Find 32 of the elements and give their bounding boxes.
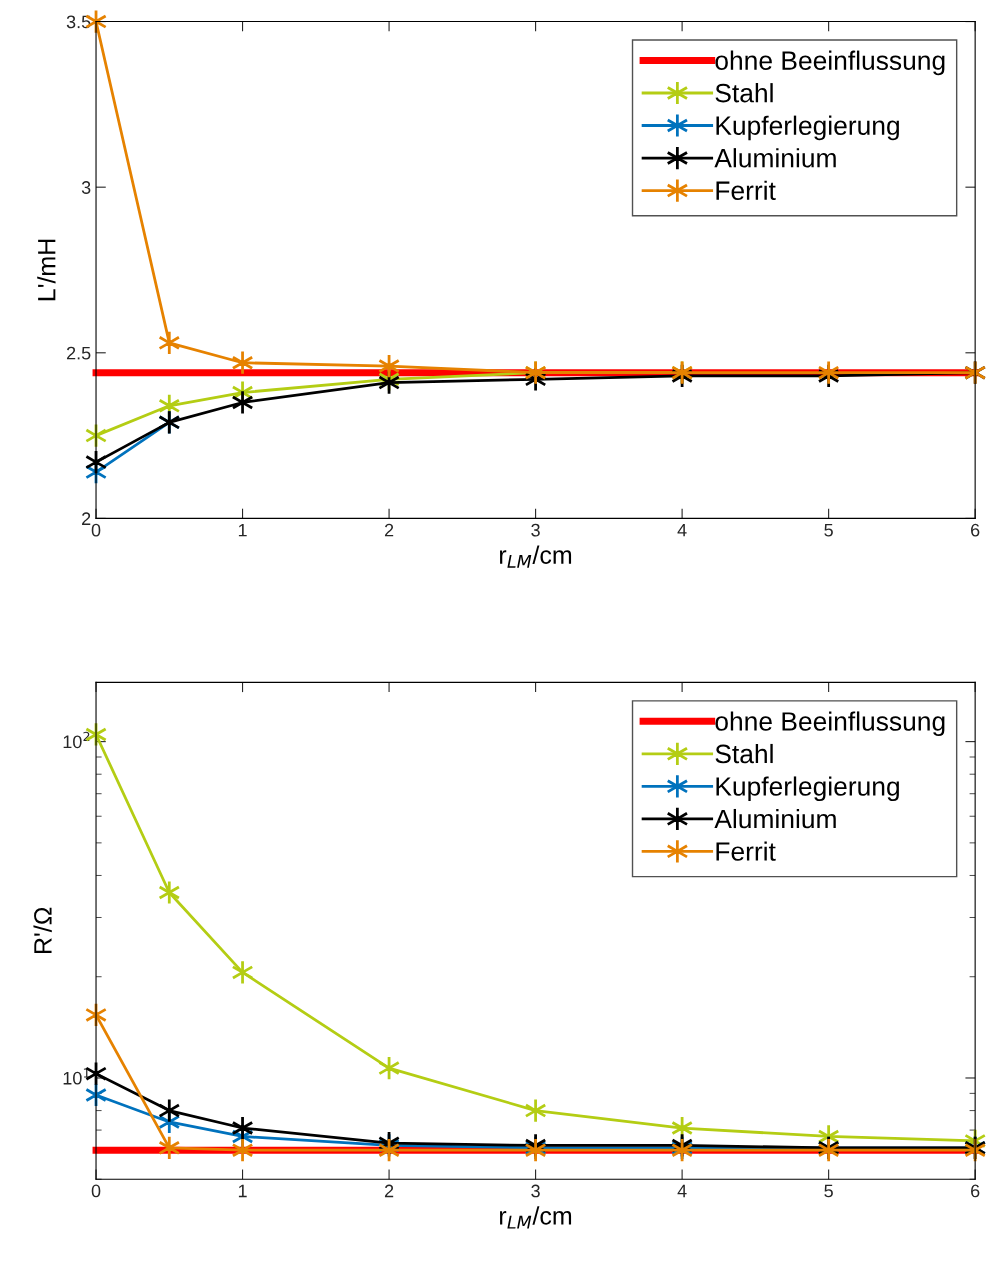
- legend-label: ohne Beeinflussung: [715, 711, 945, 737]
- x-tick-label: 6: [971, 1184, 980, 1198]
- x-tick-label: 0: [91, 1184, 101, 1198]
- x-tick-label: 6: [971, 523, 980, 537]
- legend-label: Kupferlegierung: [716, 776, 899, 802]
- x-tick-label: 5: [824, 523, 833, 537]
- legend-label: Ferrit: [716, 841, 776, 861]
- legend-label: ohne Beeinflussung: [715, 50, 945, 76]
- x-tick-label: 4: [677, 523, 687, 537]
- x-axis-title: r$_{LM}$/cm: [500, 545, 572, 568]
- x-tick-label: 3: [531, 523, 540, 537]
- x-axis-title: r$_{LM}$/cm: [500, 1206, 572, 1229]
- x-tick-label: 2: [384, 1184, 394, 1198]
- legend-label: Stahl: [715, 83, 773, 103]
- y-axis-title: R'/Ω: [33, 907, 52, 953]
- y-axis-title: L'/mH: [37, 239, 56, 301]
- x-tick-label: 0: [91, 523, 101, 537]
- y-tick-label: 10$^{2}$: [63, 731, 90, 749]
- x-tick-label: 3: [531, 1184, 540, 1198]
- legend-label: Ferrit: [716, 180, 776, 201]
- legend-label: Stahl: [715, 743, 773, 764]
- x-tick-label: 1: [238, 523, 247, 537]
- legend-label: Aluminium: [714, 808, 836, 829]
- legend-label: Aluminium: [714, 148, 836, 168]
- x-tick-label: 4: [677, 1184, 687, 1198]
- x-tick-label: 5: [824, 1184, 833, 1198]
- y-tick-label: 3: [81, 181, 91, 194]
- legend-label: Kupferlegierung: [716, 115, 899, 141]
- x-tick-label: 2: [384, 523, 394, 537]
- x-tick-label: 1: [238, 1184, 247, 1198]
- y-tick-label: 2: [82, 512, 91, 525]
- y-tick-label: 2.5: [66, 346, 91, 360]
